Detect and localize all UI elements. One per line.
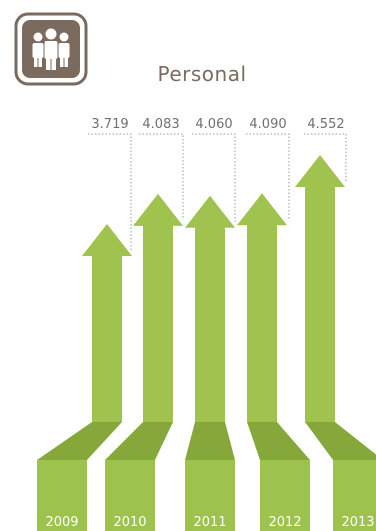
year-base-2011: [185, 460, 235, 531]
value-label-2012: 4.090: [249, 117, 286, 132]
chart-title: Personal: [157, 62, 247, 86]
value-leader-2010: [139, 133, 184, 220]
year-label-2009: 2009: [45, 515, 78, 530]
value-label-2009: 3.719: [91, 117, 128, 132]
year-label-2012: 2012: [268, 515, 301, 530]
people-group-icon: [14, 12, 88, 86]
arrow-bar-2009: [82, 224, 132, 422]
arrow-bar-2011: [185, 195, 235, 422]
arrow-floor-2010: [105, 422, 173, 460]
value-leader-2009: [88, 133, 132, 250]
arrow-floor-2013: [305, 422, 376, 460]
arrow-floor-2012: [247, 422, 310, 460]
year-label-2013: 2013: [341, 515, 374, 530]
year-base-2012: [260, 460, 310, 531]
value-label-2010: 4.083: [142, 117, 179, 132]
value-label-2013: 4.552: [307, 117, 344, 132]
arrow-floor-2011: [185, 422, 235, 460]
year-base-2009: [37, 460, 87, 531]
value-label-2011: 4.060: [195, 117, 232, 132]
arrow-bar-2013: [295, 155, 345, 422]
year-label-2010: 2010: [113, 515, 146, 530]
arrow-bar-2010: [133, 193, 183, 422]
value-leader-2011: [192, 133, 236, 222]
value-leader-2013: [304, 133, 347, 181]
year-base-2010: [105, 460, 155, 531]
arrow-bar-2012: [237, 193, 287, 422]
arrow-floor-2009: [37, 422, 122, 460]
year-label-2011: 2011: [193, 515, 226, 530]
year-base-2013: [333, 460, 376, 531]
value-leader-2012: [246, 133, 290, 220]
